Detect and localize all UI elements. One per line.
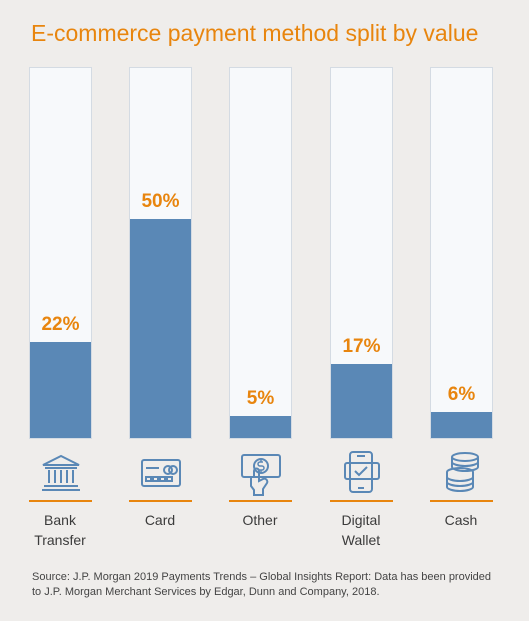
category-label: Other	[242, 512, 278, 528]
category-underline	[229, 500, 292, 502]
category-underline	[29, 500, 92, 502]
category-label: Card	[144, 512, 176, 528]
category-label: Bank Transfer	[34, 512, 86, 548]
bar	[230, 416, 291, 438]
bar-track	[229, 67, 292, 439]
bar-track	[29, 67, 92, 439]
source-note: Source: J.P. Morgan 2019 Payments Trends…	[32, 571, 492, 598]
category-underline	[430, 500, 493, 502]
bank-icon	[29, 448, 92, 498]
bar	[331, 364, 392, 438]
bar	[30, 342, 91, 438]
data-label: 22%	[41, 314, 80, 335]
phone-wallet-icon	[330, 448, 393, 498]
data-label: 50%	[141, 191, 180, 212]
category-underline	[129, 500, 192, 502]
bar	[130, 219, 191, 438]
bar-track	[129, 67, 192, 439]
bar-track	[330, 67, 393, 439]
cash-in-hand-icon	[229, 448, 292, 498]
category-underline	[330, 500, 393, 502]
bar	[431, 412, 492, 438]
bar-track	[430, 67, 493, 439]
category-label: Cash	[444, 512, 478, 528]
data-label: 5%	[246, 388, 275, 409]
coin-stack-icon	[430, 448, 493, 498]
chart-title: E-commerce payment method split by value	[31, 20, 479, 46]
card-icon	[129, 448, 192, 498]
data-label: 6%	[447, 384, 476, 405]
category-label: Digital Wallet	[341, 512, 381, 548]
data-label: 17%	[342, 336, 381, 357]
